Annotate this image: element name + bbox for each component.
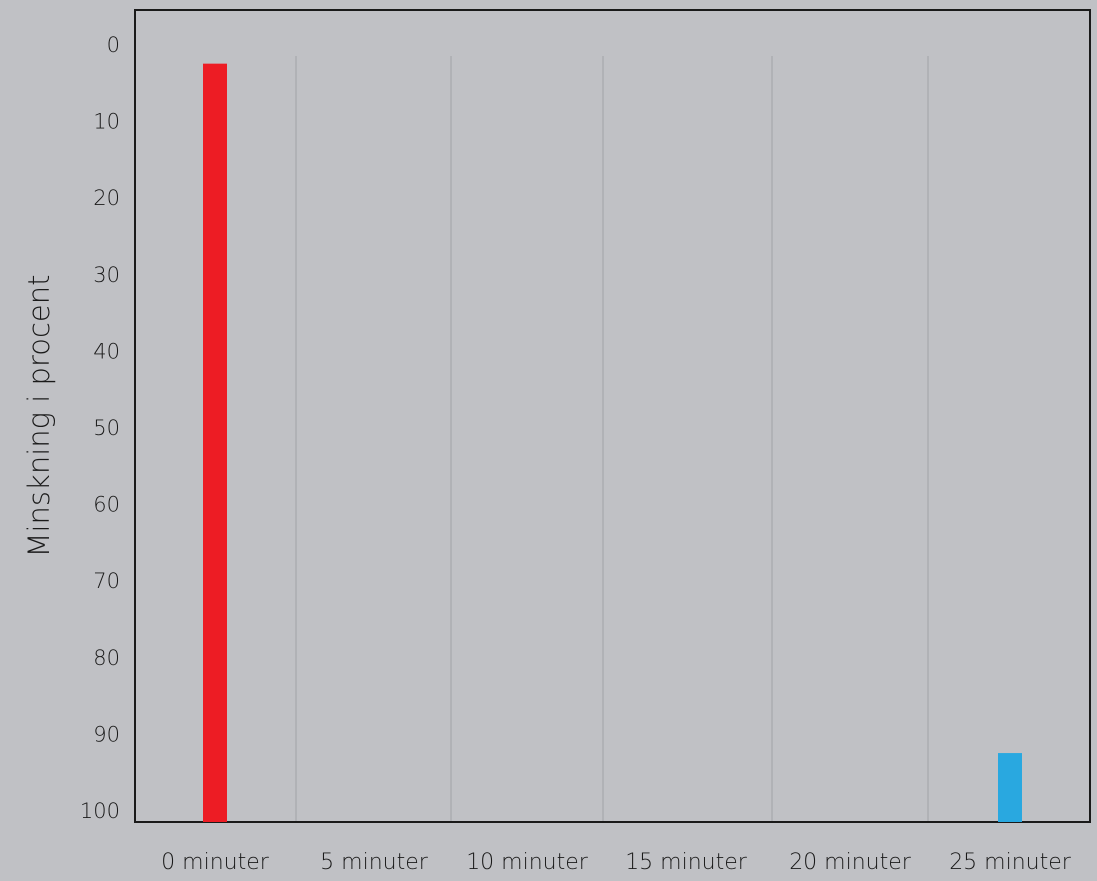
plot-frame — [134, 9, 1091, 823]
grid — [295, 56, 929, 822]
x-axis-ticks: 0 minuter 5 minuter 10 minuter 15 minuter 20… — [161, 850, 1072, 875]
y-tick-label: 50 — [93, 416, 120, 440]
bar-0-minuter — [203, 63, 227, 823]
y-tick-label: 0 — [107, 33, 120, 57]
bars — [203, 63, 1022, 823]
y-tick-label: 90 — [93, 722, 120, 746]
y-tick-label: 80 — [93, 646, 120, 670]
y-tick-label: 60 — [93, 493, 120, 517]
x-tick-label: 10 minuter — [466, 850, 589, 875]
x-tick-label: 15 minuter — [625, 850, 748, 875]
y-tick-label: 70 — [93, 569, 120, 593]
x-tick-label: 5 minuter — [320, 850, 429, 875]
x-tick-label: 0 minuter — [161, 850, 270, 875]
y-axis-label: Minskning i procent — [22, 274, 56, 557]
y-tick-label: 30 — [93, 263, 120, 287]
y-tick-label: 100 — [80, 799, 120, 823]
y-tick-label: 20 — [93, 186, 120, 210]
y-axis-ticks: 0 10 20 30 40 50 60 70 80 90 100 — [80, 33, 120, 823]
x-tick-label: 20 minuter — [789, 850, 912, 875]
y-tick-label: 40 — [93, 339, 120, 363]
x-tick-label: 25 minuter — [949, 850, 1072, 875]
y-tick-label: 10 — [93, 110, 120, 134]
bar-25-minuter — [998, 753, 1022, 822]
